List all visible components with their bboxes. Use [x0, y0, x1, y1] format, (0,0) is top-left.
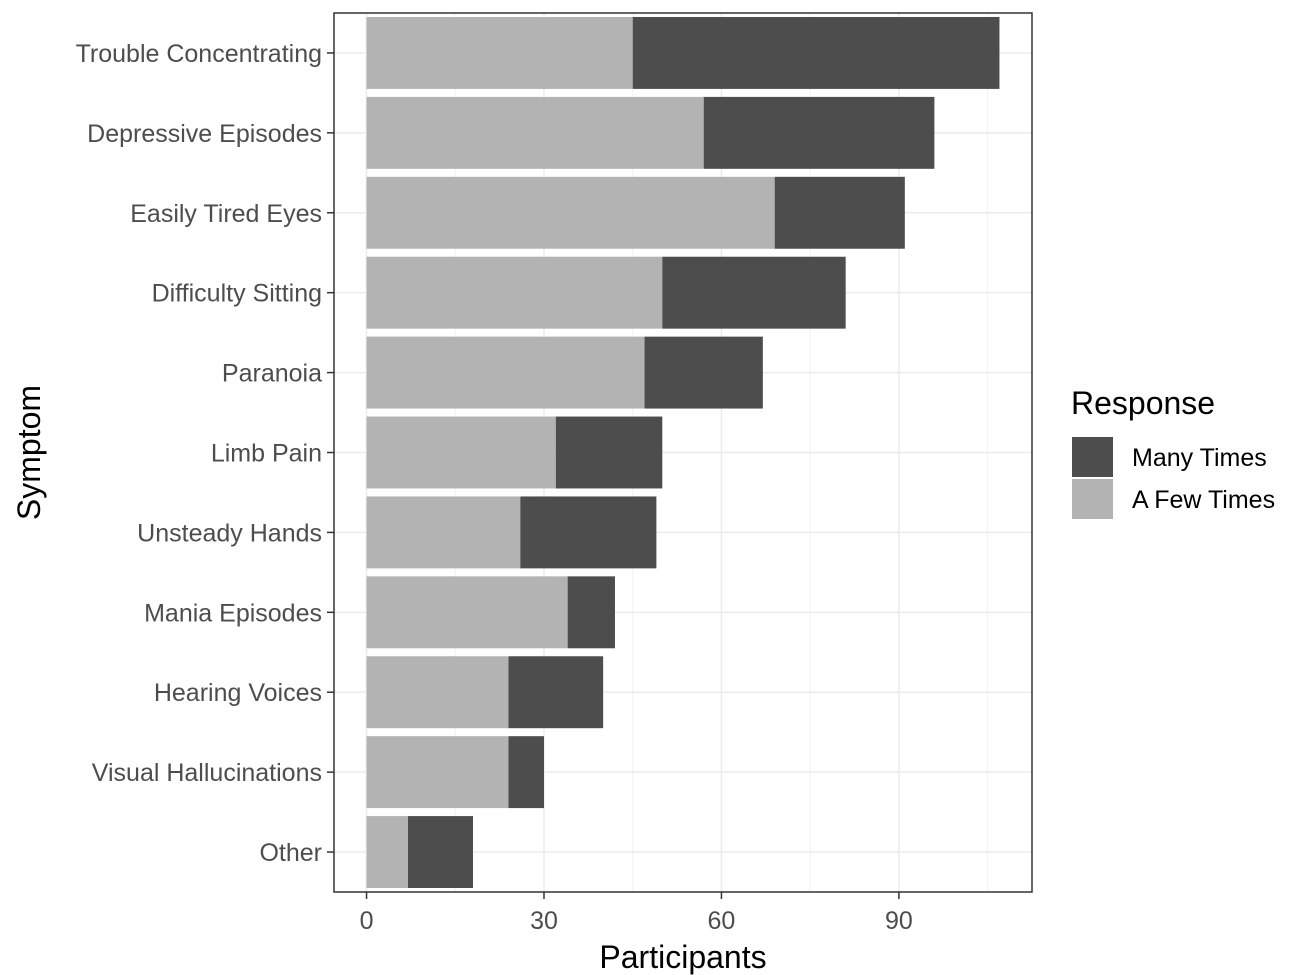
bar: [662, 256, 846, 329]
bar: [366, 496, 521, 569]
bar: [555, 416, 663, 489]
bars: [366, 16, 1000, 889]
bar: [366, 816, 408, 889]
bar: [508, 736, 544, 809]
bar: [366, 96, 704, 169]
bar: [366, 576, 568, 649]
y-tick-label: Limb Pain: [211, 440, 322, 468]
bar: [407, 816, 474, 889]
bar: [703, 96, 935, 169]
y-axis-title: Symptom: [11, 385, 47, 520]
y-tick-label: Unsteady Hands: [137, 519, 322, 547]
x-tick-label: 30: [530, 907, 558, 935]
y-tick-label: Visual Hallucinations: [92, 759, 322, 787]
y-tick-label: Mania Episodes: [144, 599, 322, 627]
y-tick-label: Depressive Episodes: [87, 120, 322, 148]
legend: Response Many Times A Few Times: [1071, 385, 1275, 519]
bar: [366, 336, 645, 409]
y-axis: Trouble Concentrating Depressive Episodes…: [76, 40, 334, 867]
legend-swatch: [1072, 437, 1113, 477]
y-tick-label: Paranoia: [222, 360, 322, 388]
bar: [632, 16, 1000, 89]
legend-entry: Many Times: [1132, 444, 1267, 472]
y-tick-label: Trouble Concentrating: [76, 40, 322, 68]
x-tick-label: 60: [708, 907, 736, 935]
y-tick-label: Hearing Voices: [154, 679, 322, 707]
y-tick-label: Other: [259, 839, 322, 867]
legend-swatch: [1072, 479, 1113, 519]
bar: [774, 176, 905, 249]
bar: [644, 336, 763, 409]
y-tick-label: Difficulty Sitting: [152, 280, 322, 308]
bar: [366, 416, 556, 489]
x-tick-label: 90: [885, 907, 913, 935]
legend-title: Response: [1071, 385, 1215, 421]
legend-entry: A Few Times: [1132, 486, 1275, 514]
bar: [366, 656, 509, 729]
bar: [366, 176, 775, 249]
bar: [508, 656, 604, 729]
x-axis: 0 30 60 90: [360, 892, 913, 935]
x-tick-label: 0: [360, 907, 374, 935]
bar: [366, 256, 663, 329]
bar: [366, 736, 509, 809]
y-tick-label: Easily Tired Eyes: [130, 200, 322, 228]
bar: [366, 16, 633, 89]
bar: [567, 576, 615, 649]
bar: [520, 496, 657, 569]
x-axis-title: Participants: [599, 939, 766, 975]
